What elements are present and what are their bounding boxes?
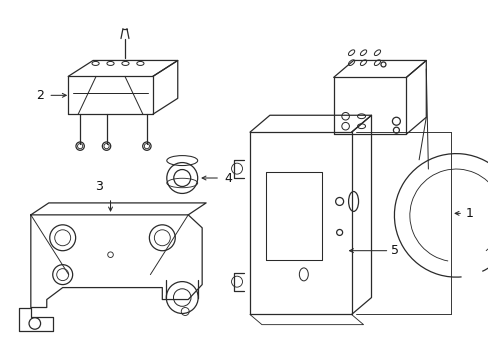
Text: 1: 1 (465, 207, 473, 220)
Text: 3: 3 (95, 180, 102, 193)
Text: 2: 2 (36, 89, 44, 102)
Text: 5: 5 (390, 244, 399, 257)
Text: 4: 4 (224, 171, 231, 185)
